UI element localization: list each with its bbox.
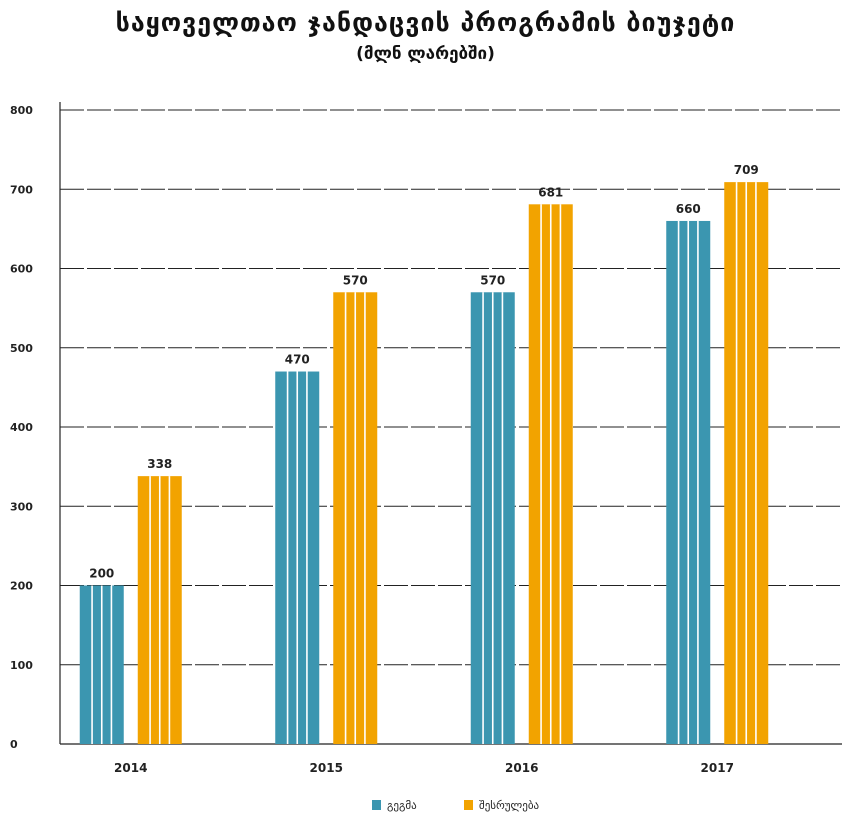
bar-2016-plan <box>470 292 515 744</box>
bar-2015-plan <box>275 371 320 744</box>
bar-2014-actual <box>137 476 182 744</box>
data-label: 338 <box>147 457 172 471</box>
data-label: 709 <box>734 163 759 177</box>
bar-2017-plan <box>666 220 711 744</box>
data-label: 570 <box>343 273 368 287</box>
y-tick-label: 300 <box>10 500 33 513</box>
legend-item-actual: შესრულება <box>464 799 540 812</box>
legend-swatch <box>372 800 381 810</box>
legend: გეგმა შესრულება <box>372 799 540 812</box>
label-layer: 200 338 2014 470 570 2015 570 681 2016 660 709 2017 <box>89 163 759 775</box>
bar-2016-actual <box>528 204 573 744</box>
bar-2015-actual <box>333 292 378 744</box>
data-label: 470 <box>285 353 310 367</box>
y-tick-label: 0 <box>10 738 18 751</box>
data-label: 570 <box>480 273 505 287</box>
y-tick-label: 600 <box>10 263 33 276</box>
data-label: 681 <box>538 185 563 199</box>
y-tick-label: 700 <box>10 183 33 196</box>
legend-swatch <box>464 800 473 810</box>
axis-layer: 0 100 200 300 400 500 600 700 800 <box>10 102 842 751</box>
x-tick-label: 2015 <box>310 761 343 775</box>
grid-layer <box>60 109 842 666</box>
x-tick-label: 2017 <box>701 761 734 775</box>
y-tick-label: 200 <box>10 580 33 593</box>
bar-2014-plan <box>79 585 124 744</box>
y-tick-label: 800 <box>10 104 33 117</box>
y-tick-label: 500 <box>10 342 33 355</box>
legend-item-plan: გეგმა <box>372 799 417 812</box>
data-label: 200 <box>89 567 114 581</box>
y-tick-label: 100 <box>10 659 33 672</box>
chart-subtitle: (მლნ ლარებში) <box>356 44 495 64</box>
y-tick-label: 400 <box>10 421 33 434</box>
x-tick-label: 2016 <box>505 761 538 775</box>
bar-layer <box>79 182 769 744</box>
chart-title: საყოველთაო ჯანდაცვის პროგრამის ბიუჯეტი <box>115 8 736 37</box>
legend-label: გეგმა <box>387 799 417 812</box>
x-tick-label: 2014 <box>114 761 147 775</box>
data-label: 660 <box>676 202 701 216</box>
legend-label: შესრულება <box>479 799 540 812</box>
bar-2017-actual <box>724 182 769 744</box>
